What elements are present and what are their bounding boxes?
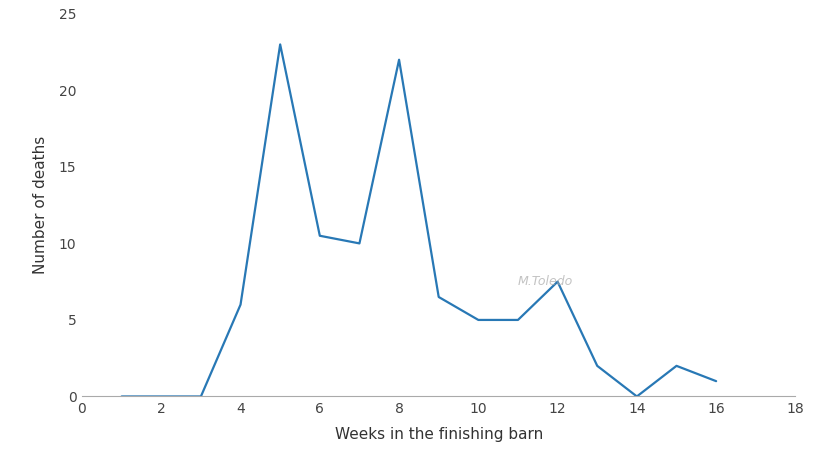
X-axis label: Weeks in the finishing barn: Weeks in the finishing barn	[334, 427, 542, 442]
Text: M.Toledo: M.Toledo	[518, 275, 572, 288]
Y-axis label: Number of deaths: Number of deaths	[33, 136, 48, 274]
